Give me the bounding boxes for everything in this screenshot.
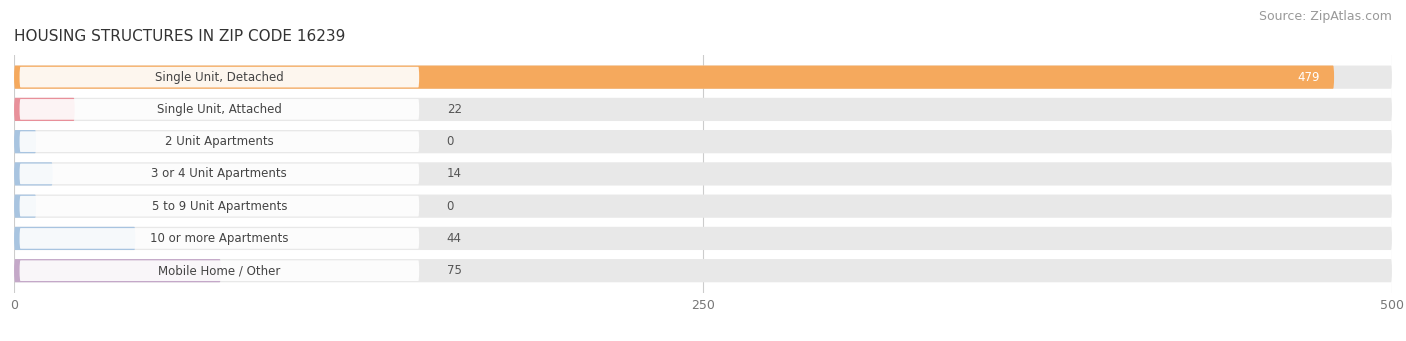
FancyBboxPatch shape — [14, 130, 37, 153]
FancyBboxPatch shape — [20, 131, 419, 152]
FancyBboxPatch shape — [14, 195, 37, 218]
FancyBboxPatch shape — [14, 98, 75, 121]
Text: 3 or 4 Unit Apartments: 3 or 4 Unit Apartments — [152, 167, 287, 180]
Text: 44: 44 — [447, 232, 461, 245]
FancyBboxPatch shape — [14, 130, 1392, 153]
Text: 2 Unit Apartments: 2 Unit Apartments — [165, 135, 274, 148]
FancyBboxPatch shape — [14, 195, 1392, 218]
Text: 479: 479 — [1298, 71, 1320, 84]
FancyBboxPatch shape — [20, 261, 419, 281]
Text: 10 or more Apartments: 10 or more Apartments — [150, 232, 288, 245]
FancyBboxPatch shape — [14, 162, 1392, 186]
FancyBboxPatch shape — [14, 65, 1392, 89]
FancyBboxPatch shape — [20, 196, 419, 217]
FancyBboxPatch shape — [14, 98, 1392, 121]
Text: 0: 0 — [447, 200, 454, 213]
Text: Single Unit, Attached: Single Unit, Attached — [157, 103, 281, 116]
Text: 75: 75 — [447, 264, 461, 277]
Text: Mobile Home / Other: Mobile Home / Other — [159, 264, 281, 277]
FancyBboxPatch shape — [14, 227, 135, 250]
FancyBboxPatch shape — [20, 164, 419, 184]
Text: 0: 0 — [447, 135, 454, 148]
FancyBboxPatch shape — [20, 99, 419, 120]
FancyBboxPatch shape — [14, 227, 1392, 250]
Text: Source: ZipAtlas.com: Source: ZipAtlas.com — [1258, 10, 1392, 23]
FancyBboxPatch shape — [14, 65, 1334, 89]
FancyBboxPatch shape — [20, 67, 419, 87]
Text: Single Unit, Detached: Single Unit, Detached — [155, 71, 284, 84]
FancyBboxPatch shape — [14, 259, 1392, 282]
Text: 5 to 9 Unit Apartments: 5 to 9 Unit Apartments — [152, 200, 287, 213]
Text: 22: 22 — [447, 103, 461, 116]
Text: HOUSING STRUCTURES IN ZIP CODE 16239: HOUSING STRUCTURES IN ZIP CODE 16239 — [14, 29, 346, 44]
Text: 14: 14 — [447, 167, 461, 180]
FancyBboxPatch shape — [20, 228, 419, 249]
FancyBboxPatch shape — [14, 162, 52, 186]
FancyBboxPatch shape — [14, 259, 221, 282]
